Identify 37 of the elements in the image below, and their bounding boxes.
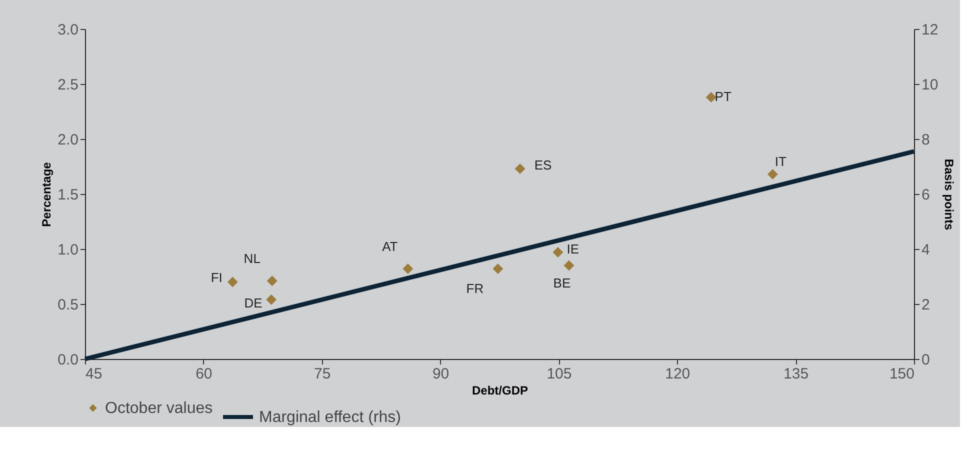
annotation: IT — [774, 154, 787, 170]
annotation: AT — [382, 238, 398, 254]
legend-label: October values — [105, 400, 213, 417]
legend-label: Marginal effect (rhs) — [259, 409, 401, 426]
x-tick-label: 135 — [784, 366, 809, 382]
x-tick-label: 90 — [432, 366, 450, 382]
y2-axis-title: Basis points — [942, 158, 956, 230]
y-tick-label: 2.5 — [58, 76, 78, 94]
y2-tick-label: 4 — [922, 242, 930, 258]
x-tick-label: 150 — [889, 366, 914, 382]
y-tick-label: 3.0 — [58, 22, 78, 38]
annotation: FR — [466, 280, 484, 296]
x-tick-label: 105 — [546, 366, 572, 382]
y-axis-title: Percentage — [40, 162, 54, 227]
y-tick-label: 0.5 — [58, 296, 78, 314]
y-tick-label: 1.5 — [58, 186, 78, 204]
y-tick-label: 2.0 — [58, 132, 78, 148]
annotation: BE — [553, 276, 571, 290]
annotation: PT — [714, 89, 732, 104]
x-tick-label: 60 — [196, 366, 212, 382]
annotation: FI — [210, 270, 222, 285]
annotation: DE — [244, 296, 263, 311]
x-axis-title: Debt/GDP — [472, 384, 528, 398]
annotation: NL — [244, 250, 260, 266]
y2-tick-label: 2 — [922, 296, 930, 314]
y2-tick-label: 6 — [922, 186, 930, 204]
y2-tick-label: 12 — [922, 22, 938, 38]
y-tick-label: 1.0 — [58, 242, 78, 258]
x-tick-label: 120 — [665, 366, 690, 382]
annotation: ES — [534, 158, 552, 173]
x-tick-label: 45 — [86, 366, 102, 382]
x-tick-label: 75 — [314, 366, 331, 382]
annotation: IE — [566, 241, 580, 256]
y2-tick-label: 0 — [922, 352, 930, 368]
y2-tick-label: 10 — [922, 76, 938, 94]
y2-tick-label: 8 — [922, 132, 930, 148]
y-tick-label: 0.0 — [58, 352, 78, 368]
